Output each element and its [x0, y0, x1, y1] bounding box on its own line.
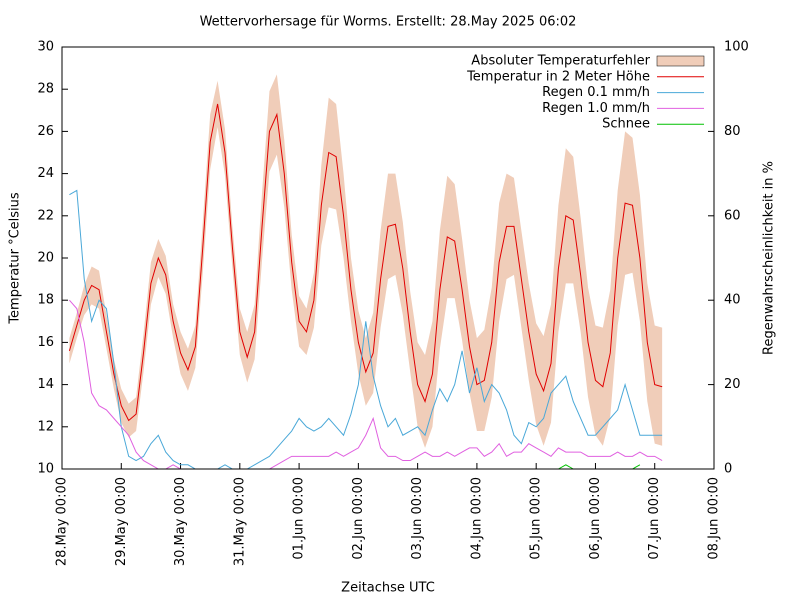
- y2-axis-label: Regenwahrscheinlichkeit in %: [762, 161, 777, 355]
- x-tick-label: 01.Jun 00:00: [292, 477, 307, 560]
- series-line: [69, 189, 663, 470]
- y-tick-label: 24: [37, 166, 54, 181]
- x-tick-label: 03.Jun 00:00: [410, 477, 425, 560]
- x-tick-label: 02.Jun 00:00: [351, 477, 366, 560]
- x-tick-label: 28.May 00:00: [55, 477, 70, 566]
- y-tick-label: 22: [37, 208, 54, 223]
- x-tick-label: 07.Jun 00:00: [647, 477, 662, 560]
- y-tick-label: 16: [37, 335, 54, 350]
- y-tick-label: 30: [37, 40, 54, 55]
- x-tick-label: 04.Jun 00:00: [469, 477, 484, 560]
- x-tick-label: 05.Jun 00:00: [529, 477, 544, 560]
- y2-tick-label: 40: [724, 293, 741, 308]
- legend-label: Temperatur in 2 Meter Höhe: [466, 69, 650, 84]
- legend-label: Regen 0.1 mm/h: [542, 85, 650, 100]
- y2-tick-label: 80: [724, 124, 741, 139]
- y2-tick-label: 20: [724, 377, 741, 392]
- legend-label: Schnee: [602, 117, 650, 132]
- series-line: [69, 299, 663, 470]
- series-line: [558, 464, 641, 470]
- x-tick-label: 29.May 00:00: [114, 477, 129, 566]
- y-tick-label: 28: [37, 82, 54, 97]
- y2-tick-label: 0: [724, 462, 732, 477]
- x-tick-label: 31.May 00:00: [232, 477, 247, 566]
- x-tick-label: 08.Jun 00:00: [707, 477, 722, 560]
- chart-title: Wettervorhersage für Worms. Erstellt: 28…: [200, 15, 577, 30]
- x-axis-label: Zeitachse UTC: [341, 581, 435, 596]
- y-tick-label: 26: [37, 124, 54, 139]
- y2-tick-label: 100: [724, 40, 749, 55]
- y-axis-label: Temperatur °Celsius: [8, 192, 23, 325]
- legend-label: Regen 1.0 mm/h: [542, 101, 650, 116]
- legend-swatch: [656, 55, 705, 67]
- y2-tick-label: 60: [724, 208, 741, 223]
- y-tick-label: 10: [37, 462, 54, 477]
- x-tick-label: 06.Jun 00:00: [588, 477, 603, 560]
- legend-label: Absoluter Temperaturfehler: [471, 54, 650, 69]
- y-tick-label: 12: [37, 419, 54, 434]
- plot-frame: [61, 46, 715, 470]
- y-tick-label: 14: [37, 377, 54, 392]
- y-tick-label: 18: [37, 293, 54, 308]
- x-tick-label: 30.May 00:00: [173, 477, 188, 566]
- y-tick-label: 20: [37, 251, 54, 266]
- series-line: [68, 103, 663, 422]
